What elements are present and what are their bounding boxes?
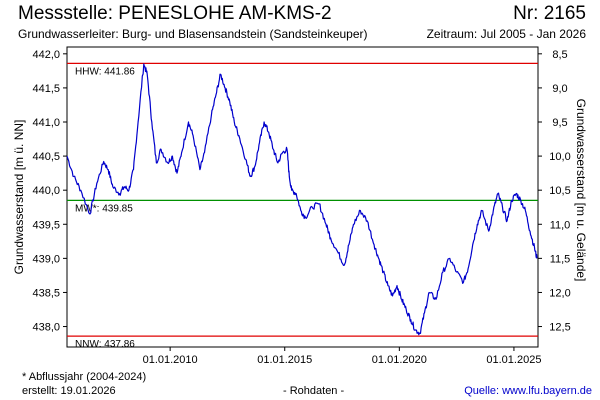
series-layer [66, 63, 538, 336]
y-tick-label: 441,5 [32, 83, 60, 95]
reference-lines: HHW: 441.86 MW*: 439.85 NNW: 437.86 [67, 62, 538, 350]
y-tick-label: 439,0 [32, 253, 60, 265]
source-link[interactable]: Quelle: www.lfu.bayern.de [464, 385, 592, 397]
y2-tick-label: 8,5 [552, 49, 567, 61]
y-tick-label: 442,0 [32, 49, 60, 61]
y-tick-label: 439,5 [32, 219, 60, 231]
y2-tick-label: 10,5 [549, 185, 570, 197]
y-tick-label: 438,0 [32, 322, 60, 334]
y2-tick-label: 9,0 [552, 83, 567, 95]
y-tick-label: 440,5 [32, 151, 60, 163]
aquifer-label: Grundwasserleiter: Burg- und Blasensands… [18, 27, 368, 41]
x-tick-label: 01.01.2025 [486, 354, 541, 366]
y2-tick-label: 12,5 [549, 322, 570, 334]
series-line [66, 63, 538, 336]
y-axis-label: Grundwasserstand [m ü. NN] [12, 120, 26, 275]
y-tick-label: 441,0 [32, 117, 60, 129]
y2-tick-label: 9,5 [552, 117, 567, 129]
reference-line-label: NNW: 437.86 [75, 339, 135, 350]
created-date: erstellt: 19.01.2026 [22, 385, 116, 397]
station-number: Nr: 2165 [513, 3, 586, 24]
y-tick-label: 438,5 [32, 287, 60, 299]
footnote: * Abflussjahr (2004-2024) [22, 371, 147, 383]
reference-line-label: MW*: 439.85 [75, 203, 133, 214]
period-label: Zeitraum: Jul 2005 - Jan 2026 [426, 27, 586, 41]
x-tick-label: 01.01.2015 [257, 354, 312, 366]
x-tick-label: 01.01.2010 [143, 354, 198, 366]
y2-axis-label: Grundwasserstand [m u. Gelände] [574, 99, 588, 282]
y-tick-label: 440,0 [32, 185, 60, 197]
reference-line-label: HHW: 441.86 [75, 66, 135, 77]
y-axis-left: 442,0 441,5 441,0 440,5 440,0 439,5 439,0 438,5… [32, 49, 67, 334]
x-tick-label: 01.01.2020 [372, 354, 427, 366]
y2-tick-label: 11,5 [550, 253, 571, 265]
y2-tick-label: 10,0 [549, 151, 570, 163]
station-title: Messstelle: PENESLOHE AM-KMS-2 [18, 3, 332, 24]
plot-frame [66, 46, 539, 348]
y2-tick-label: 11,0 [550, 219, 571, 231]
x-axis: 01.01.2010 01.01.2015 01.01.2020 01.01.2025 [143, 347, 541, 366]
y-axis-right: 8,5 9,0 9,5 10,0 10,5 11,0 11,5 12,0 12,5 [538, 49, 571, 334]
raw-data-label: - Rohdaten - [283, 385, 345, 397]
y2-tick-label: 12,0 [549, 287, 570, 299]
